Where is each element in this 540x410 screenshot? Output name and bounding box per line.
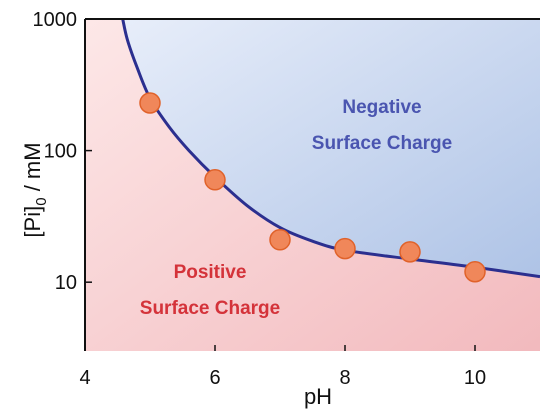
data-points — [139, 92, 486, 283]
x-axis-title: pH — [304, 384, 332, 409]
x-tick-label: 8 — [339, 367, 350, 389]
plot-area — [85, 19, 540, 351]
y-tick-label: 10 — [55, 272, 77, 294]
y-axis-title: [Pi]0 / mM — [20, 142, 50, 237]
data-point-1 — [139, 92, 161, 114]
region-label-positive-1: Positive — [174, 262, 247, 283]
y-axis-title-main: [Pi] — [20, 206, 45, 238]
y-axis-title-subscript: 0 — [33, 197, 50, 205]
data-point-5 — [399, 241, 421, 263]
x-tick-label: 10 — [464, 367, 486, 389]
x-tick-label: 4 — [79, 367, 90, 389]
data-point-3 — [269, 229, 291, 251]
region-label-negative-1: Negative — [342, 97, 421, 118]
negative-region-fill — [122, 19, 540, 277]
y-tick-label: 1000 — [33, 9, 78, 31]
data-point-6 — [464, 261, 486, 283]
x-tick-label: 6 — [209, 367, 220, 389]
data-point-4 — [334, 237, 356, 260]
y-tick-label: 100 — [44, 141, 77, 163]
region-label-negative-2: Surface Charge — [312, 133, 452, 154]
region-label-positive-2: Surface Charge — [140, 298, 280, 319]
data-point-2 — [204, 169, 226, 191]
y-axis-title-unit: / mM — [20, 142, 45, 197]
axis-ticks: 4 6 8 10 10 100 1000 — [33, 9, 487, 389]
